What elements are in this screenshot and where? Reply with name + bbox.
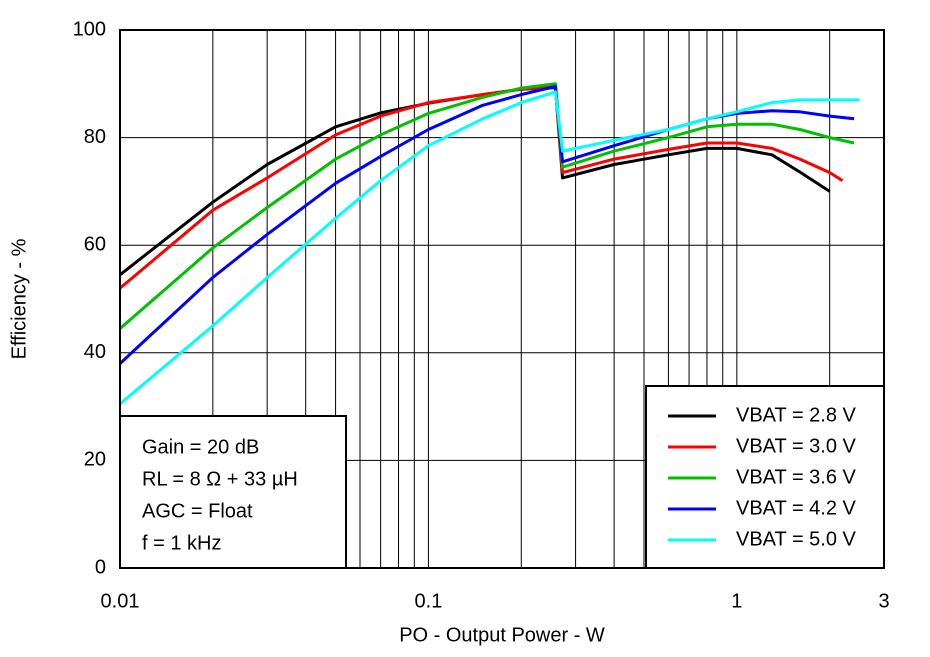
legend-label: VBAT = 5.0 V — [736, 528, 857, 550]
x-axis-label: PO - Output Power - W — [399, 624, 605, 646]
annotation: Gain = 20 dB — [142, 436, 259, 458]
x-tick-label: 0.1 — [415, 590, 443, 612]
y-tick-label: 60 — [84, 233, 106, 255]
y-axis-label: Efficiency - % — [8, 238, 30, 359]
y-tick-label: 80 — [84, 126, 106, 148]
annotation: AGC = Float — [142, 500, 253, 522]
legend-label: VBAT = 3.0 V — [736, 435, 857, 457]
x-tick-label: 3 — [878, 590, 889, 612]
y-tick-label: 40 — [84, 341, 106, 363]
x-tick-label: 1 — [731, 590, 742, 612]
legend-label: VBAT = 3.6 V — [736, 466, 857, 488]
series-line — [119, 90, 860, 406]
annotation: RL = 8 Ω + 33 µH — [142, 468, 298, 490]
annotation: f = 1 kHz — [142, 532, 221, 554]
legend-label: VBAT = 2.8 V — [736, 404, 857, 426]
x-tick-label: 0.01 — [101, 590, 140, 612]
plot-frame — [119, 29, 885, 569]
y-tick-label: 0 — [95, 556, 106, 578]
y-tick-label: 20 — [84, 449, 106, 471]
legend-label: VBAT = 4.2 V — [736, 497, 857, 519]
annotation-box — [119, 415, 347, 569]
y-tick-label: 100 — [73, 18, 106, 40]
